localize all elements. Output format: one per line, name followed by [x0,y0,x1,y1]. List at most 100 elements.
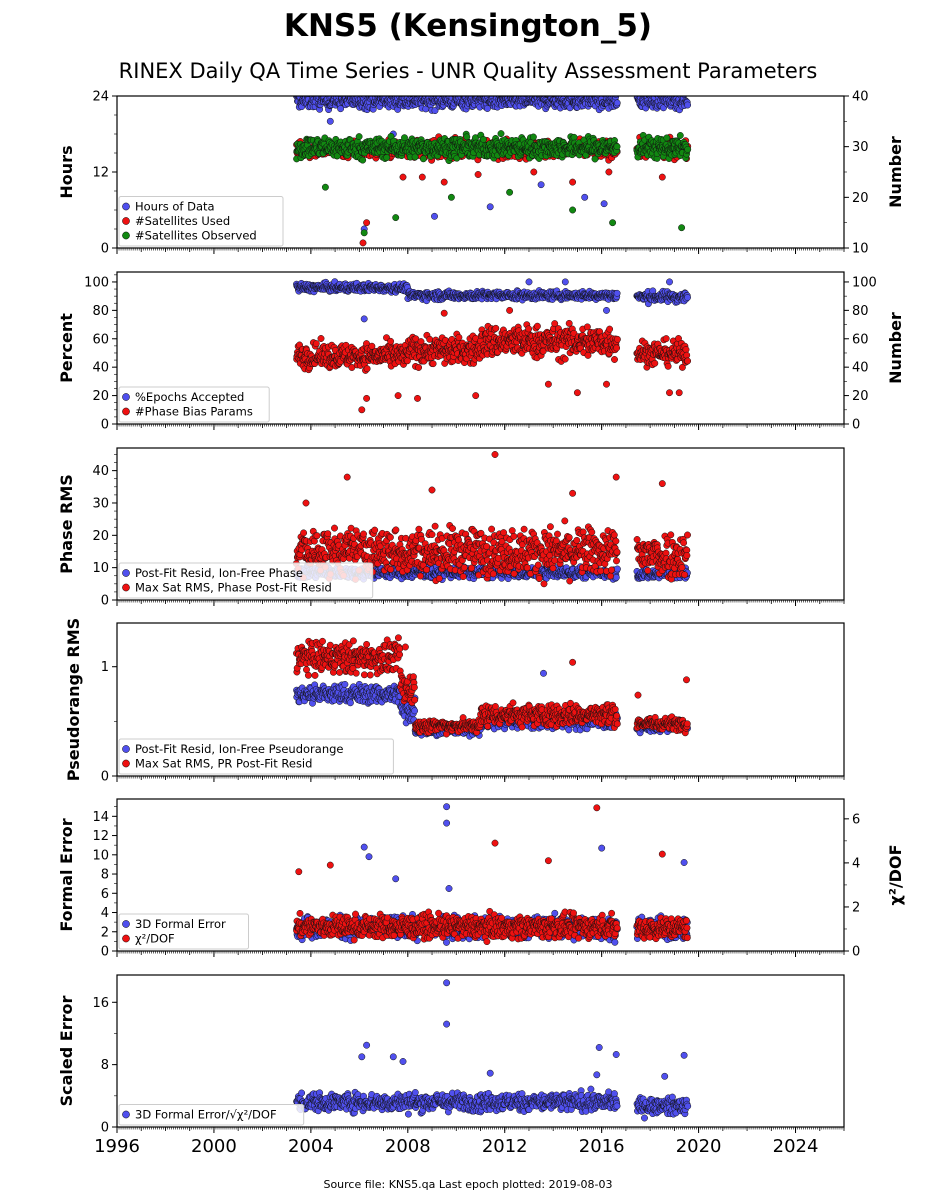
y-right-tick-label: 10 [852,242,869,257]
data-point [477,96,479,97]
data-point [611,356,618,363]
data-point [584,351,592,359]
legend-marker [122,202,130,211]
data-point [455,333,463,341]
panel-2: 020406080100020406080100NumberPercent%Ep… [57,271,905,433]
data-point [570,133,578,141]
data-point [580,89,586,95]
data-point [663,134,671,142]
data-point-outlier [573,389,581,397]
data-point [600,88,606,94]
data-point [507,89,513,95]
data-point-outlier [474,171,482,178]
data-point [485,88,491,94]
data-point [525,325,533,333]
data-point-outlier [658,173,666,181]
y-tick-label: 24 [92,90,109,105]
data-point [599,96,603,97]
data-point [536,89,542,95]
series-3 [293,130,692,237]
data-point [607,87,613,93]
y-axis-label: Hours [57,145,76,198]
data-point-outlier [530,168,538,176]
data-point [606,325,614,333]
y-tick-label: 12 [92,166,109,181]
data-point [613,344,621,352]
data-point [317,335,325,342]
data-point-outlier [358,406,366,414]
data-point-outlier [603,306,610,314]
legend-entry: #Satellites Observed [135,229,257,243]
data-point [387,337,395,345]
figure-subtitle: RINEX Daily QA Time Series - UNR Quality… [119,59,818,83]
data-point [651,359,659,367]
data-point-outlier [569,178,577,186]
data-point-outlier [678,224,686,232]
data-point [415,364,423,371]
data-point [664,362,672,370]
data-point [591,155,599,163]
data-point [337,105,345,113]
data-point [676,132,684,139]
data-point [561,355,569,363]
data-point [682,88,688,94]
data-point [383,154,391,162]
data-point [419,155,427,163]
data-point-outlier [561,278,569,286]
data-point-outlier [440,178,448,186]
data-point-outlier [506,188,514,196]
legend-entry: Hours of Data [135,200,215,214]
data-point [312,340,320,348]
points-group [293,278,692,414]
data-point [322,88,328,94]
data-point [388,89,394,95]
data-point [533,87,539,93]
data-point [359,156,367,164]
data-point [355,133,363,141]
data-point-outlier [431,212,438,220]
data-point-outlier [359,239,367,247]
data-point [598,89,604,95]
data-point-outlier [360,229,368,237]
series-1 [293,87,692,233]
data-point [613,99,621,107]
data-point-outlier [486,203,494,211]
figure-title: KNS5 (Kensington_5) [284,8,652,44]
data-point [411,153,419,161]
data-point [368,89,374,95]
data-point [569,96,572,97]
data-point-outlier [326,117,334,125]
data-point [593,89,599,95]
data-point-outlier [605,168,613,176]
data-point [585,96,588,97]
data-point-outlier [363,394,371,402]
data-point [401,134,408,142]
data-point [565,319,573,327]
series-1 [293,278,691,323]
data-point [453,154,461,162]
data-point [345,88,351,94]
data-point-outlier [537,181,545,189]
data-point [684,294,691,301]
data-point-outlier [440,309,448,317]
y-tick-label: 0 [101,242,109,257]
data-point [548,87,554,93]
data-point [493,96,497,97]
data-point [613,335,621,343]
legend: Hours of Data#Satellites Used#Satellites… [118,196,284,247]
data-point-outlier [414,394,421,402]
series-2 [293,306,692,414]
data-point-outlier [675,389,683,397]
data-point [463,133,471,141]
legend-marker [122,217,130,225]
data-point-outlier [321,183,329,191]
data-point [515,96,519,97]
points-group [293,87,692,247]
data-point-outlier [666,389,673,397]
data-point [520,88,526,94]
data-point-outlier [609,219,617,227]
data-point [681,96,688,98]
y-right-tick-label: 40 [852,90,869,105]
data-point-outlier [394,392,402,400]
